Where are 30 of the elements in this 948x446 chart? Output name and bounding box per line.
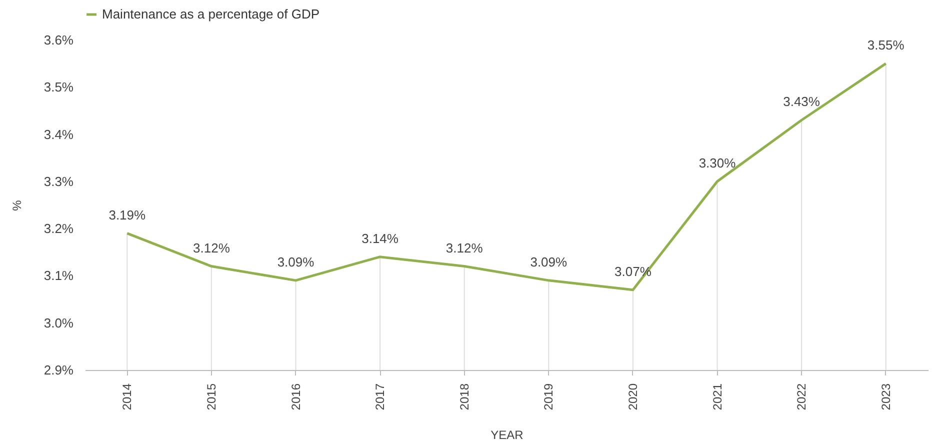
x-tick-label: 2015	[204, 383, 218, 410]
x-tick-label: 2019	[542, 383, 556, 410]
legend-label: Maintenance as a percentage of GDP	[102, 6, 320, 22]
data-label: 3.14%	[362, 230, 399, 246]
y-tick-label: 3.1%	[44, 268, 74, 284]
data-label: 3.12%	[193, 240, 230, 256]
y-tick-label: 3.2%	[44, 221, 74, 236]
x-tick-label: 2021	[710, 383, 724, 410]
y-tick-label: 3.6%	[44, 32, 74, 48]
x-tick-label: 2023	[878, 383, 893, 410]
y-tick-label: 3.4%	[44, 126, 74, 142]
x-tick-label: 2020	[626, 383, 640, 410]
data-label: 3.09%	[277, 254, 315, 270]
x-tick-label: 2017	[373, 383, 388, 410]
data-label: 3.09%	[530, 254, 568, 270]
y-tick-label: 3.3%	[44, 174, 74, 189]
y-tick-label: 2.9%	[44, 362, 74, 378]
y-axis-title: %	[10, 200, 24, 211]
data-label: 3.55%	[867, 38, 905, 53]
x-tick-label: 2018	[457, 383, 472, 410]
data-label: 3.43%	[783, 94, 820, 110]
y-tick-label: 3.0%	[44, 315, 74, 330]
x-axis-title: YEAR	[490, 428, 524, 442]
x-tick-label: 2022	[794, 383, 809, 410]
x-tick-label: 2014	[120, 383, 134, 410]
y-tick-label: 3.5%	[44, 80, 74, 95]
data-label: 3.19%	[108, 207, 146, 222]
data-label: 3.30%	[698, 155, 736, 170]
data-label: 3.12%	[446, 240, 484, 256]
x-tick-label: 2016	[288, 383, 303, 410]
